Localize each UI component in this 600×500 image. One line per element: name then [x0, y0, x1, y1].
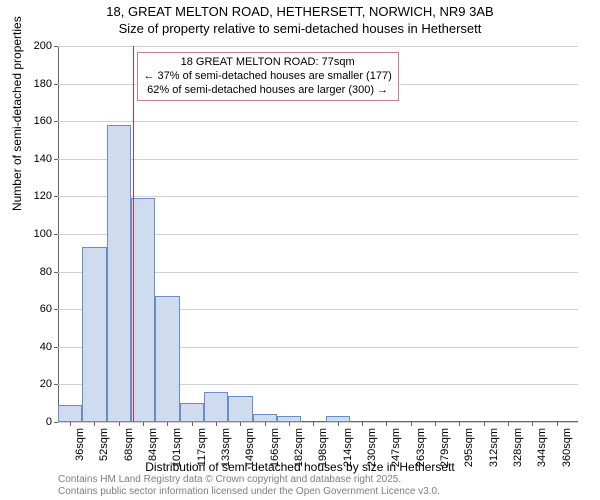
x-tick-mark [508, 422, 509, 426]
x-tick-mark [240, 422, 241, 426]
x-tick-mark [435, 422, 436, 426]
x-tick-label: 52sqm [98, 428, 110, 461]
y-tick-label: 40 [40, 341, 52, 353]
gridline [58, 121, 578, 122]
x-tick-label: 68sqm [123, 428, 135, 461]
x-axis-label: Distribution of semi-detached houses by … [0, 460, 600, 474]
y-tick-label: 180 [34, 78, 52, 90]
histogram-bar [228, 396, 252, 422]
y-tick-mark [54, 46, 58, 47]
x-tick-mark [216, 422, 217, 426]
gridline [58, 159, 578, 160]
x-tick-mark [167, 422, 168, 426]
plot-area: 02040608010012014016018020036sqm52sqm68s… [58, 46, 578, 422]
title-block: 18, GREAT MELTON ROAD, HETHERSETT, NORWI… [0, 0, 600, 38]
x-tick-mark [532, 422, 533, 426]
y-axis-label: Number of semi-detached properties [10, 16, 24, 211]
y-tick-mark [54, 159, 58, 160]
y-tick-label: 80 [40, 266, 52, 278]
y-tick-label: 60 [40, 303, 52, 315]
x-tick-mark [411, 422, 412, 426]
x-tick-mark [289, 422, 290, 426]
y-tick-mark [54, 121, 58, 122]
x-tick-mark [143, 422, 144, 426]
histogram-bar [82, 247, 106, 422]
y-tick-label: 140 [34, 153, 52, 165]
y-tick-label: 0 [46, 416, 52, 428]
title-line-1: 18, GREAT MELTON ROAD, HETHERSETT, NORWI… [0, 4, 600, 21]
x-tick-mark [459, 422, 460, 426]
y-tick-mark [54, 422, 58, 423]
y-tick-mark [54, 384, 58, 385]
x-tick-mark [265, 422, 266, 426]
annotation-line: ← 37% of semi-detached houses are smalle… [144, 69, 392, 83]
x-tick-mark [94, 422, 95, 426]
histogram-bar [204, 392, 228, 422]
x-tick-mark [386, 422, 387, 426]
attribution-line-2: Contains public sector information licen… [58, 486, 440, 498]
x-tick-mark [119, 422, 120, 426]
y-tick-mark [54, 347, 58, 348]
histogram-bar [180, 403, 204, 422]
x-tick-mark [70, 422, 71, 426]
x-tick-mark [484, 422, 485, 426]
annotation-box: 18 GREAT MELTON ROAD: 77sqm← 37% of semi… [137, 52, 399, 101]
histogram-bar [155, 296, 179, 422]
x-tick-label: 36sqm [74, 428, 86, 461]
y-tick-label: 120 [34, 190, 52, 202]
gridline [58, 422, 578, 423]
title-line-2: Size of property relative to semi-detach… [0, 21, 600, 38]
x-tick-mark [192, 422, 193, 426]
y-tick-label: 20 [40, 378, 52, 390]
x-tick-mark [338, 422, 339, 426]
histogram-bar [253, 414, 277, 422]
gridline [58, 196, 578, 197]
y-tick-label: 100 [34, 228, 52, 240]
chart-container: 18, GREAT MELTON ROAD, HETHERSETT, NORWI… [0, 0, 600, 500]
y-tick-label: 160 [34, 115, 52, 127]
histogram-bar [107, 125, 131, 422]
x-tick-label: 84sqm [147, 428, 159, 461]
x-tick-mark [313, 422, 314, 426]
x-tick-mark [557, 422, 558, 426]
marker-line [133, 46, 134, 422]
y-tick-label: 200 [34, 40, 52, 52]
gridline [58, 46, 578, 47]
x-tick-mark [362, 422, 363, 426]
attribution-line-1: Contains HM Land Registry data © Crown c… [58, 474, 440, 486]
annotation-line: 62% of semi-detached houses are larger (… [144, 83, 392, 97]
y-tick-mark [54, 84, 58, 85]
annotation-line: 18 GREAT MELTON ROAD: 77sqm [144, 55, 392, 69]
histogram-bar [131, 198, 155, 422]
y-tick-mark [54, 196, 58, 197]
histogram-bar [58, 405, 82, 422]
attribution: Contains HM Land Registry data © Crown c… [58, 474, 440, 498]
y-tick-mark [54, 234, 58, 235]
y-tick-mark [54, 309, 58, 310]
y-tick-mark [54, 272, 58, 273]
